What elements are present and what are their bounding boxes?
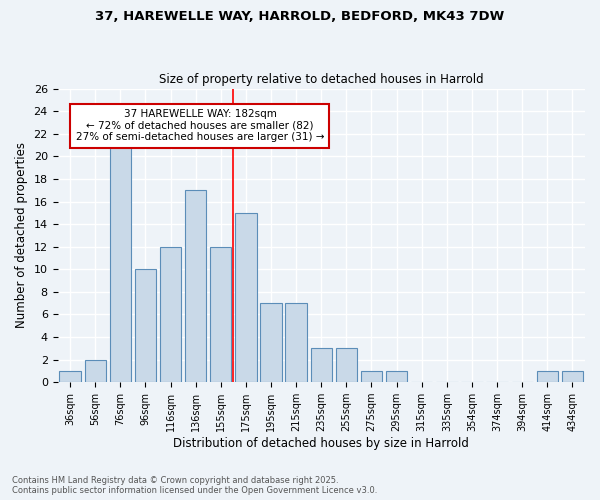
Bar [110, 134, 131, 382]
Text: 37 HAREWELLE WAY: 182sqm
← 72% of detached houses are smaller (82)
27% of semi-d: 37 HAREWELLE WAY: 182sqm ← 72% of detach… [76, 109, 324, 142]
Bar [135, 270, 156, 382]
Bar [260, 303, 282, 382]
Bar [185, 190, 206, 382]
Bar [386, 371, 407, 382]
Bar [210, 246, 232, 382]
Y-axis label: Number of detached properties: Number of detached properties [15, 142, 28, 328]
Bar [536, 371, 558, 382]
X-axis label: Distribution of detached houses by size in Harrold: Distribution of detached houses by size … [173, 437, 469, 450]
Bar [59, 371, 81, 382]
Title: Size of property relative to detached houses in Harrold: Size of property relative to detached ho… [159, 73, 484, 86]
Bar [286, 303, 307, 382]
Bar [235, 213, 257, 382]
Bar [160, 246, 181, 382]
Text: Contains HM Land Registry data © Crown copyright and database right 2025.
Contai: Contains HM Land Registry data © Crown c… [12, 476, 377, 495]
Text: 37, HAREWELLE WAY, HARROLD, BEDFORD, MK43 7DW: 37, HAREWELLE WAY, HARROLD, BEDFORD, MK4… [95, 10, 505, 23]
Bar [361, 371, 382, 382]
Bar [311, 348, 332, 382]
Bar [85, 360, 106, 382]
Bar [562, 371, 583, 382]
Bar [336, 348, 357, 382]
